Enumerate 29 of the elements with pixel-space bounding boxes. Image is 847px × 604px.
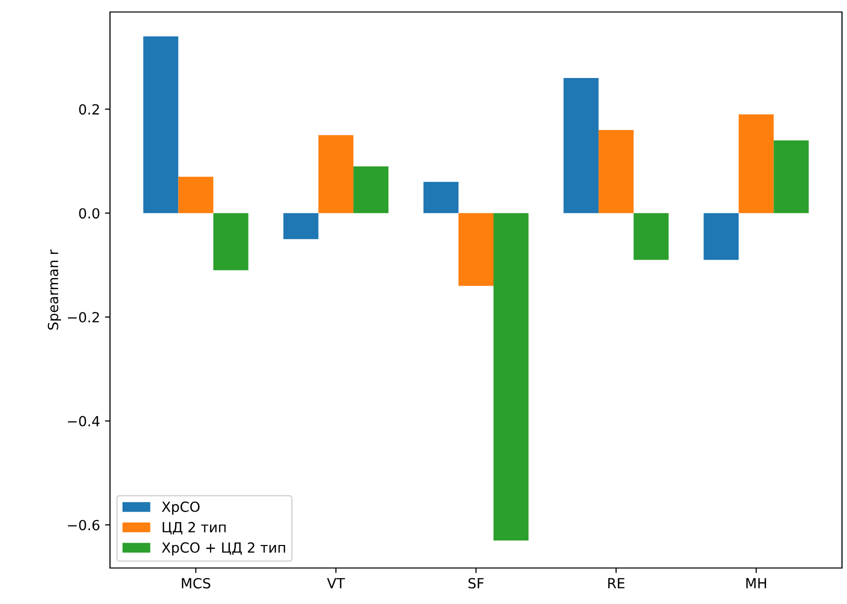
- x-tick-label: RE: [608, 578, 624, 588]
- bar: [423, 182, 458, 214]
- x-tick-label: VT: [327, 578, 345, 588]
- bar: [458, 213, 494, 286]
- bar: [738, 114, 774, 214]
- x-tick-label: MCS: [182, 578, 210, 588]
- y-tick-label: −0.4: [68, 416, 100, 426]
- y-tick-label: −0.6: [68, 520, 100, 530]
- bar: [494, 213, 529, 540]
- bar: [213, 213, 248, 270]
- bar: [774, 140, 809, 214]
- legend-label: ЦД 2 тип: [162, 522, 226, 534]
- bar: [353, 166, 388, 214]
- legend-label: ХрСО: [162, 502, 200, 515]
- x-tick-label: MH: [746, 578, 766, 588]
- y-axis-title: Spearman r: [48, 249, 61, 330]
- bar: [704, 213, 739, 260]
- y-tick-label: −0.2: [68, 312, 99, 322]
- y-tick-label: 0.0: [79, 208, 100, 219]
- bar: [634, 213, 669, 260]
- bar: [598, 130, 634, 214]
- bar: [143, 36, 178, 214]
- x-tick-label: SF: [468, 578, 484, 588]
- legend-label: ХрСО + ЦД 2 тип: [162, 542, 286, 556]
- bar: [178, 176, 214, 214]
- bar: [564, 78, 599, 214]
- bar: [318, 135, 354, 214]
- y-tick-label: 0.2: [79, 104, 99, 115]
- bar: [283, 213, 318, 240]
